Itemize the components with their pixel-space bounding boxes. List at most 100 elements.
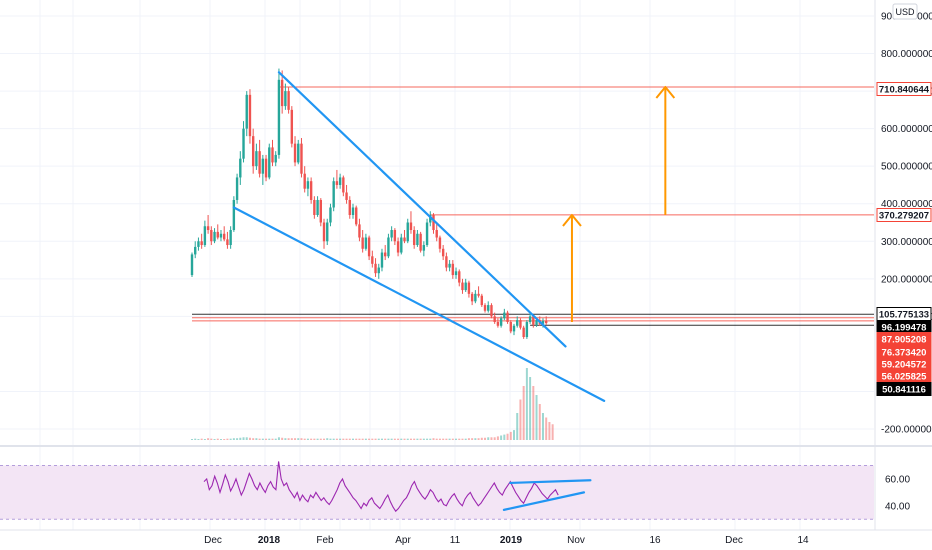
candle-body[interactable] xyxy=(319,199,322,223)
candle-body[interactable] xyxy=(255,151,258,167)
candle-body[interactable] xyxy=(213,231,216,242)
candle-body[interactable] xyxy=(245,94,248,129)
candle-body[interactable] xyxy=(251,136,255,167)
candle-body[interactable] xyxy=(470,293,474,302)
candle-body[interactable] xyxy=(477,293,480,296)
candle-body[interactable] xyxy=(425,222,429,246)
candle-body[interactable] xyxy=(248,94,252,137)
candle-body[interactable] xyxy=(409,222,413,231)
candle-body[interactable] xyxy=(290,109,294,144)
candle-body[interactable] xyxy=(503,312,506,319)
candle-body[interactable] xyxy=(338,177,342,185)
candle-body[interactable] xyxy=(506,312,509,322)
candle-body[interactable] xyxy=(268,147,271,178)
candle-body[interactable] xyxy=(216,231,219,238)
candle-body[interactable] xyxy=(435,230,438,238)
candle-body[interactable] xyxy=(522,327,525,338)
candle-body[interactable] xyxy=(445,256,448,268)
candle-body[interactable] xyxy=(335,181,339,185)
candle-body[interactable] xyxy=(441,248,445,257)
time-axis-labels[interactable]: Dec 2018 Feb Apr 11 2019 Nov 16 Dec 14 xyxy=(204,535,809,546)
candle-body[interactable] xyxy=(509,321,512,332)
candle-body[interactable] xyxy=(361,237,364,249)
candle-body[interactable] xyxy=(448,263,451,268)
candle-body[interactable] xyxy=(210,230,213,242)
candle-body[interactable] xyxy=(206,226,210,231)
wedge-trendline[interactable] xyxy=(232,206,606,402)
candle-body[interactable] xyxy=(545,320,548,324)
candle-body[interactable] xyxy=(419,233,422,251)
candle-body[interactable] xyxy=(200,241,203,246)
candle-body[interactable] xyxy=(277,79,281,155)
candle-body[interactable] xyxy=(432,214,435,231)
candle-body[interactable] xyxy=(367,237,371,257)
candle-body[interactable] xyxy=(377,267,380,274)
candle-body[interactable] xyxy=(512,325,516,332)
candle-body[interactable] xyxy=(219,233,223,238)
candle-body[interactable] xyxy=(496,321,500,326)
candle-body[interactable] xyxy=(280,79,284,107)
candle-body[interactable] xyxy=(438,237,442,249)
currency-badge[interactable]: USD xyxy=(892,3,918,20)
candle-body[interactable] xyxy=(499,318,503,326)
candle-body[interactable] xyxy=(274,154,277,163)
candle-body[interactable] xyxy=(422,245,426,251)
candle-body[interactable] xyxy=(235,177,239,200)
candle-body[interactable] xyxy=(519,320,522,328)
candle-body[interactable] xyxy=(464,282,467,291)
candle-body[interactable] xyxy=(300,143,303,174)
candle-body[interactable] xyxy=(322,222,326,242)
rsi-trendlines[interactable] xyxy=(502,479,592,511)
candle-body[interactable] xyxy=(264,158,268,178)
candle-body[interactable] xyxy=(371,256,374,264)
candle-body[interactable] xyxy=(258,151,261,174)
candle-body[interactable] xyxy=(532,316,535,325)
wedge-trendline[interactable] xyxy=(277,71,567,348)
rsi-trendline[interactable] xyxy=(509,479,592,485)
projection-arrows[interactable] xyxy=(562,85,676,322)
candle-body[interactable] xyxy=(458,271,461,283)
candle-body[interactable] xyxy=(261,158,265,174)
candle-body[interactable] xyxy=(483,305,487,311)
candle-body[interactable] xyxy=(303,173,306,189)
candle-body[interactable] xyxy=(306,181,310,189)
rsi-line[interactable] xyxy=(203,461,559,513)
projection-arrow-head[interactable] xyxy=(655,85,676,99)
candle-body[interactable] xyxy=(293,143,297,163)
candle-body[interactable] xyxy=(384,252,387,257)
candle-body[interactable] xyxy=(226,239,229,246)
candle-body[interactable] xyxy=(309,181,313,200)
projection-arrow-head[interactable] xyxy=(562,213,582,227)
candle-body[interactable] xyxy=(297,143,300,163)
candle-body[interactable] xyxy=(487,305,490,311)
candle-body[interactable] xyxy=(412,230,416,246)
candle-body[interactable] xyxy=(313,199,316,215)
candle-body[interactable] xyxy=(406,222,409,242)
candle-body[interactable] xyxy=(348,199,351,215)
candle-body[interactable] xyxy=(451,263,455,276)
candle-body[interactable] xyxy=(400,237,403,253)
candle-body[interactable] xyxy=(223,233,226,240)
candle-body[interactable] xyxy=(474,293,477,302)
candle-body[interactable] xyxy=(197,241,200,247)
candle-body[interactable] xyxy=(454,271,458,276)
candle-body[interactable] xyxy=(287,91,290,110)
candle-body[interactable] xyxy=(403,237,406,242)
candle-body[interactable] xyxy=(332,181,335,208)
candle-body[interactable] xyxy=(393,230,397,242)
candle-body[interactable] xyxy=(229,230,232,246)
candle-body[interactable] xyxy=(194,246,197,255)
candle-body[interactable] xyxy=(467,282,471,294)
candle-body[interactable] xyxy=(239,158,242,178)
candle-body[interactable] xyxy=(416,233,419,246)
candle-body[interactable] xyxy=(242,128,245,159)
candle-body[interactable] xyxy=(329,207,332,223)
candle-body[interactable] xyxy=(528,316,532,322)
candle-body[interactable] xyxy=(364,237,368,249)
candle-body[interactable] xyxy=(387,237,390,257)
candle-body[interactable] xyxy=(284,91,287,107)
candle-body[interactable] xyxy=(232,199,236,231)
candle-body[interactable] xyxy=(345,192,348,200)
rsi-trendline[interactable] xyxy=(502,491,586,511)
